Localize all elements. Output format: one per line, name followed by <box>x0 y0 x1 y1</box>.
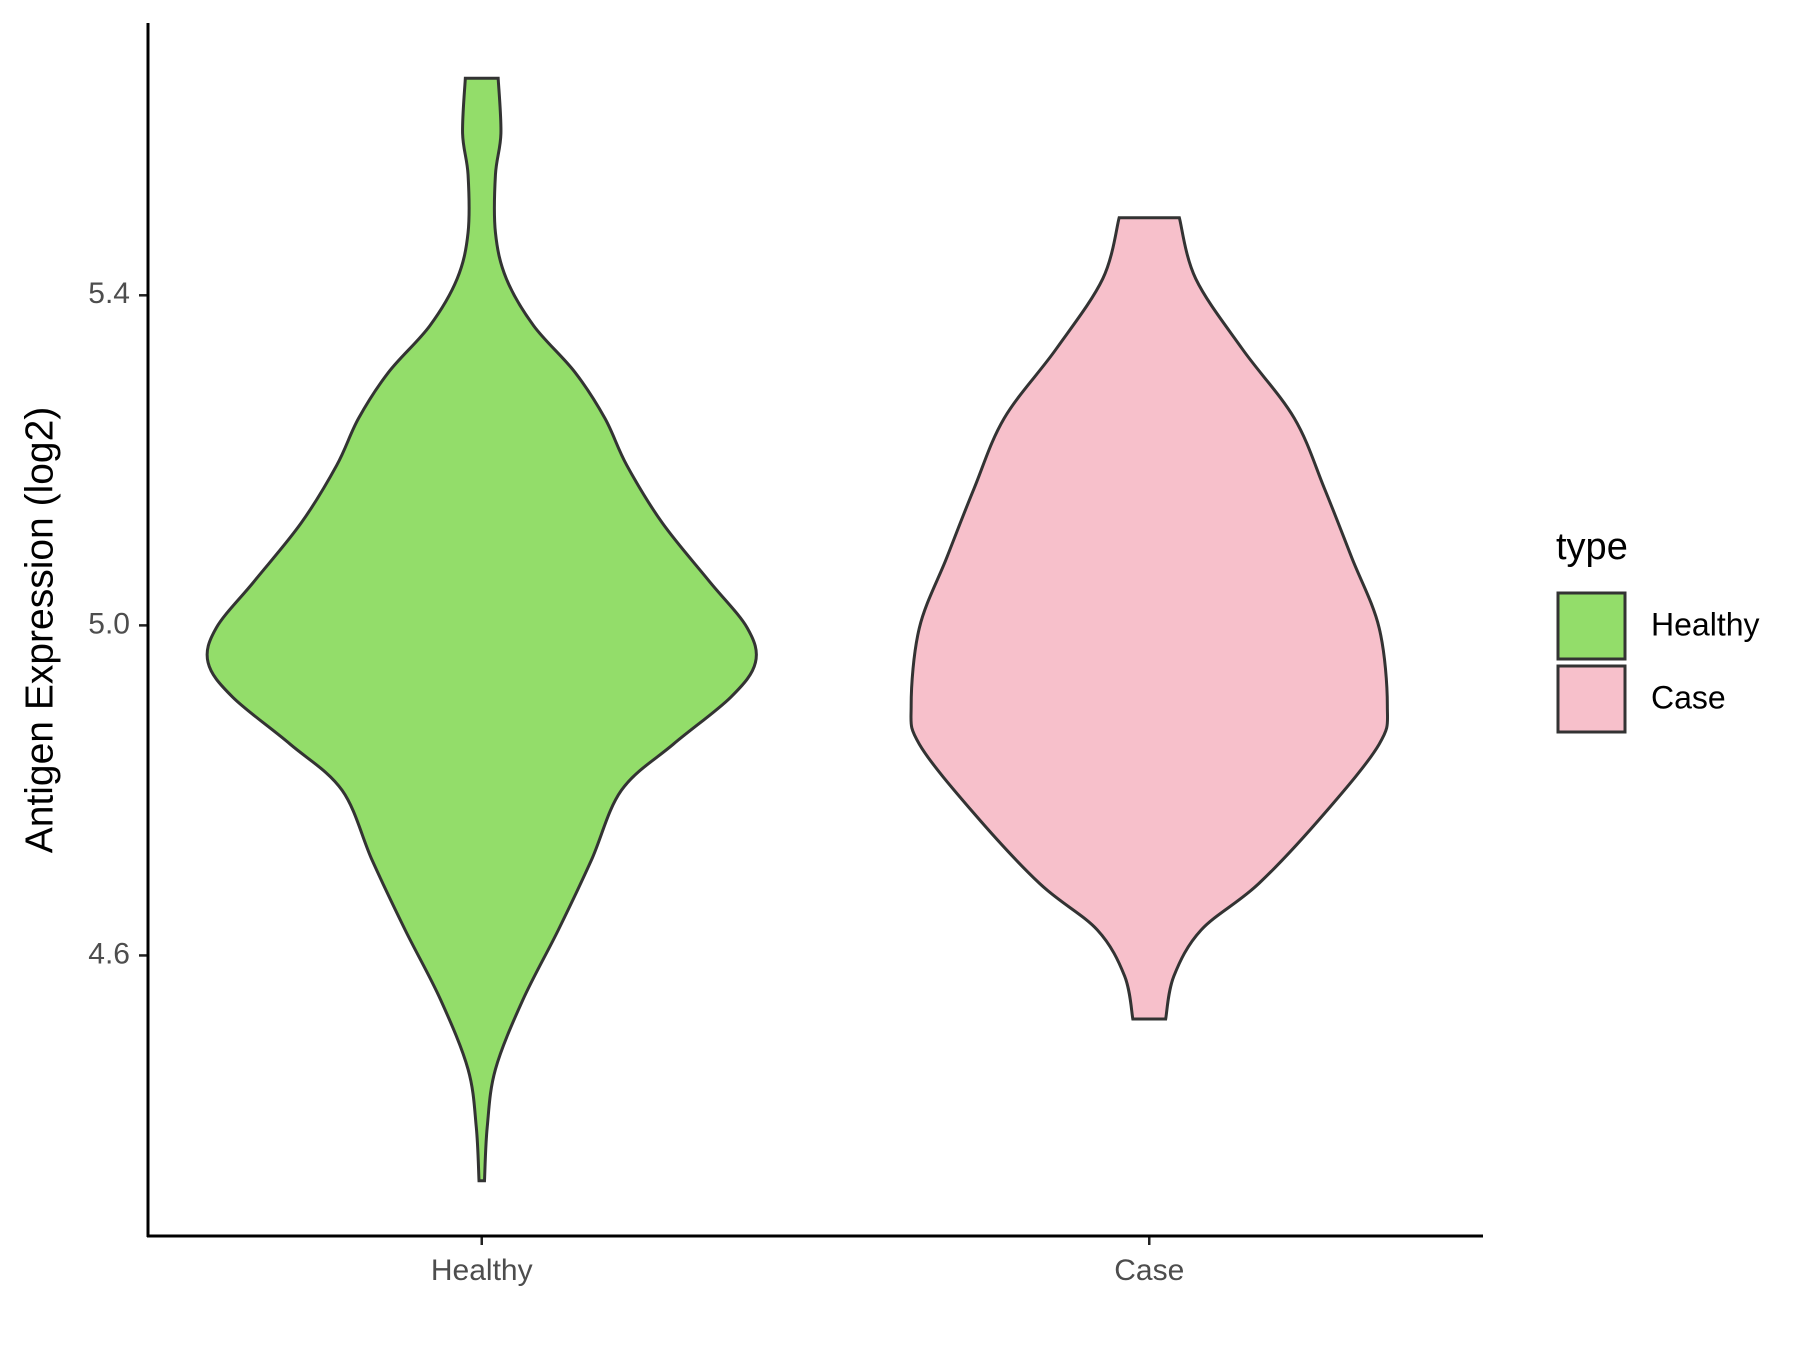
legend-label: Case <box>1651 679 1726 715</box>
legend-title: type <box>1556 526 1628 568</box>
y-tick-label: 5.4 <box>88 277 130 310</box>
legend-label: Healthy <box>1651 606 1760 642</box>
y-tick-label: 4.6 <box>88 937 130 970</box>
y-tick-label: 5.0 <box>88 607 130 640</box>
legend-key <box>1556 591 1627 661</box>
x-tick-label: Case <box>1114 1254 1184 1287</box>
violin <box>909 216 1390 1021</box>
legend-key <box>1556 664 1627 734</box>
violin <box>205 76 758 1183</box>
x-tick-label: Healthy <box>431 1254 533 1287</box>
y-axis-label: Antigen Expression (log2) <box>18 407 61 854</box>
